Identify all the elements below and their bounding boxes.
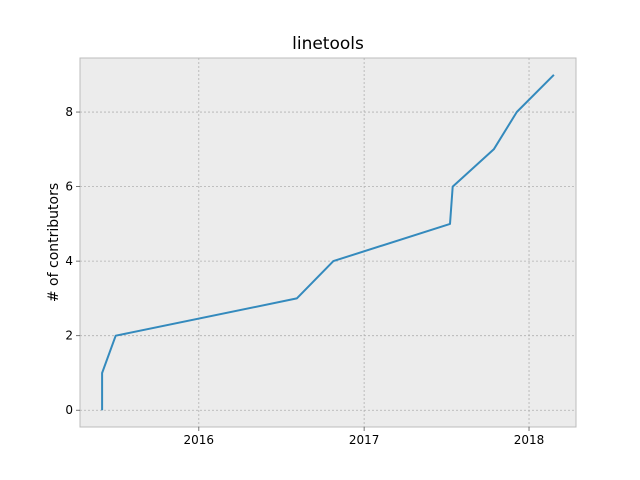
y-tick-label: 0 <box>65 403 73 417</box>
y-tick-label: 8 <box>65 105 73 119</box>
y-axis-label: # of contributors <box>46 183 62 302</box>
y-tick-label: 4 <box>65 254 73 268</box>
plot-area <box>79 57 577 428</box>
y-tick-label: 2 <box>65 329 73 343</box>
chart-title: linetools <box>292 34 364 54</box>
y-tick-label: 6 <box>65 180 73 194</box>
x-tick-label: 2018 <box>514 433 545 447</box>
x-axis: 2016 2017 2018 <box>184 427 545 447</box>
grid-lines <box>80 58 576 427</box>
series-line <box>101 74 555 411</box>
data-layer <box>101 74 555 411</box>
x-tick-label: 2016 <box>184 433 215 447</box>
x-tick-label: 2017 <box>349 433 380 447</box>
y-axis: 0 2 4 6 8 <box>65 105 80 417</box>
